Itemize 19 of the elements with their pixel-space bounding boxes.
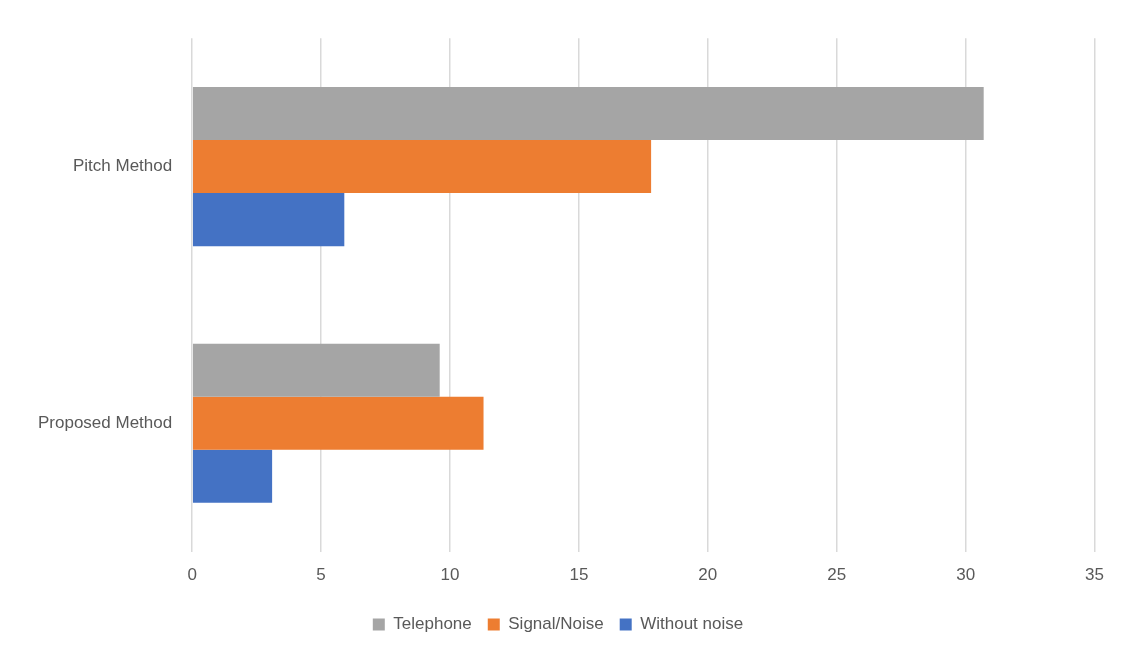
bar — [192, 140, 652, 194]
x-tick-label: 25 — [827, 565, 847, 585]
x-tick-label: 20 — [698, 565, 718, 585]
x-tick-label: 35 — [1085, 565, 1105, 585]
bar — [192, 343, 440, 397]
legend-label: Without noise — [640, 614, 744, 634]
y-tick-label: Pitch Method — [72, 156, 173, 176]
y-tick-label: Proposed Method — [38, 412, 173, 432]
legend-label: Signal/Noise — [508, 614, 604, 634]
bar — [192, 86, 984, 141]
x-tick-label: 0 — [187, 565, 197, 585]
x-tick-label: 30 — [956, 565, 976, 585]
bar — [192, 396, 484, 450]
legend-label: Telephone — [393, 614, 472, 634]
x-tick-label: 10 — [440, 565, 460, 585]
bar — [192, 193, 345, 247]
bar — [192, 449, 273, 503]
x-tick-label: 15 — [569, 565, 589, 585]
x-tick-label: 5 — [316, 565, 326, 585]
